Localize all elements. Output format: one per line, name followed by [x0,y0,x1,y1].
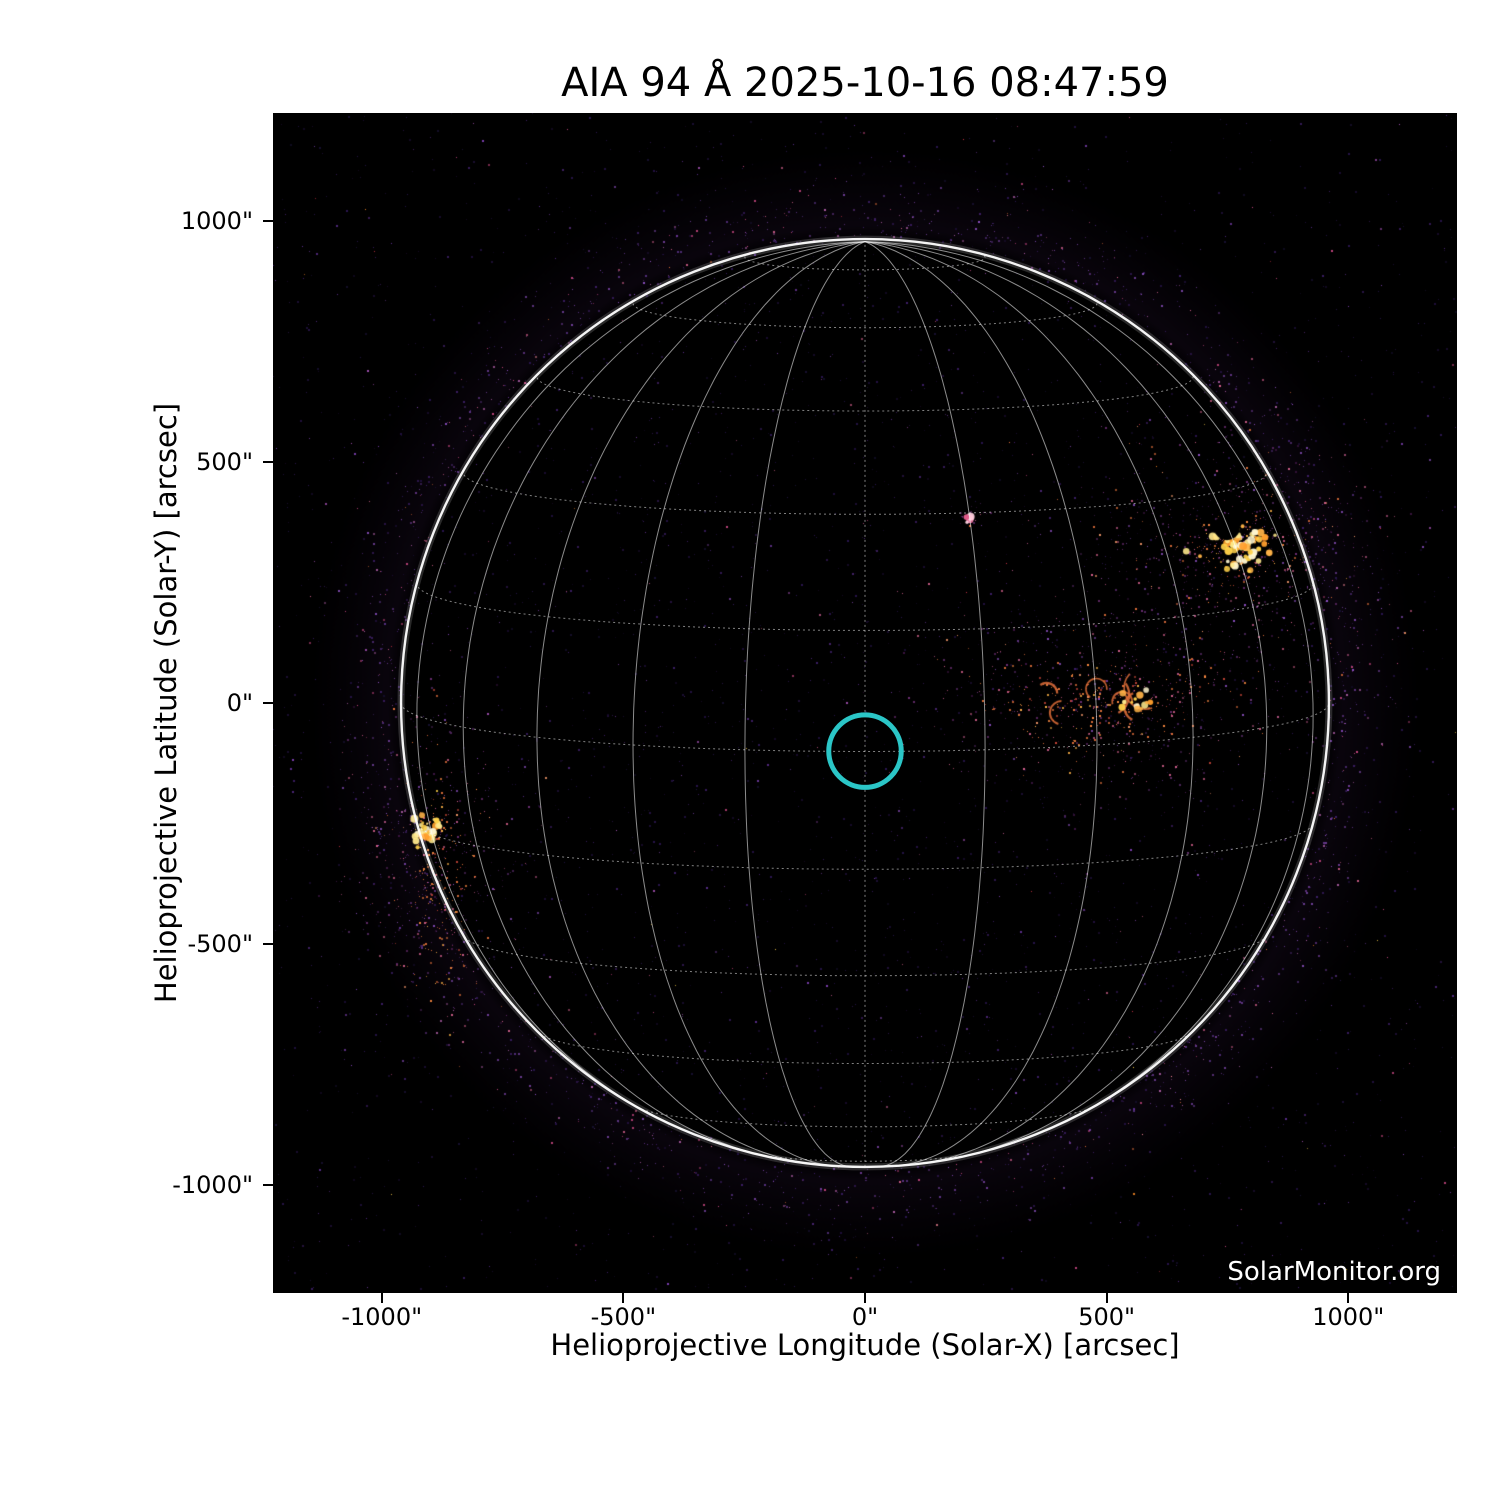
longitude-grid-lines [416,241,1314,1168]
y-tick-label: -500" [187,929,253,958]
parallel-line [632,299,1098,329]
meridian-line [744,241,866,1168]
meridian-line [864,241,1268,1160]
x-tick-mark [622,1293,625,1303]
x-axis-label: Helioprojective Longitude (Solar-X) [arc… [550,1328,1180,1362]
meridian-line [416,241,866,1135]
x-tick-mark [1347,1293,1350,1303]
x-tick-label: 1000" [1312,1303,1385,1331]
meridian-line [864,241,1098,1167]
watermark: SolarMonitor.org [1227,1257,1441,1287]
meridian-line [864,241,1194,1165]
fov-circle [826,712,904,790]
y-tick-label: 1000" [180,207,253,236]
meridian-line [536,241,866,1165]
y-tick-mark [263,942,273,945]
coordinate-grid-svg [397,235,1333,1171]
y-tick-label: 500" [196,448,253,477]
x-tick-mark [864,1293,866,1303]
x-tick-label: -500" [590,1303,657,1331]
parallel-line [462,469,1268,515]
solar-limb [399,237,1331,1169]
y-tick-mark [263,461,273,464]
y-tick-mark [263,1183,273,1186]
x-tick-label: 500" [1078,1303,1136,1331]
meridian-line [864,241,986,1168]
chart-title: AIA 94 Å 2025-10-16 08:47:59 [561,60,1169,106]
x-tick-mark [1105,1293,1108,1303]
parallel-line [416,582,1314,631]
meridian-line [864,241,1314,1135]
parallel-line [636,1106,1094,1128]
x-tick-mark [380,1293,383,1303]
x-tick-label: -1000" [341,1303,423,1331]
meridian-line [462,241,866,1160]
solar-limb-glow [397,235,1333,1171]
y-axis-label: Helioprojective Latitude (Solar-Y) [arcs… [149,402,183,1004]
x-tick-label: 0" [851,1303,879,1331]
y-tick-label: 0" [226,689,253,717]
y-tick-label: -1000" [172,1170,253,1199]
y-tick-mark [263,702,273,704]
plot-area: SolarMonitor.org [273,113,1457,1293]
parallel-line [536,372,1194,412]
meridian-line [632,241,866,1167]
y-tick-mark [263,220,273,223]
